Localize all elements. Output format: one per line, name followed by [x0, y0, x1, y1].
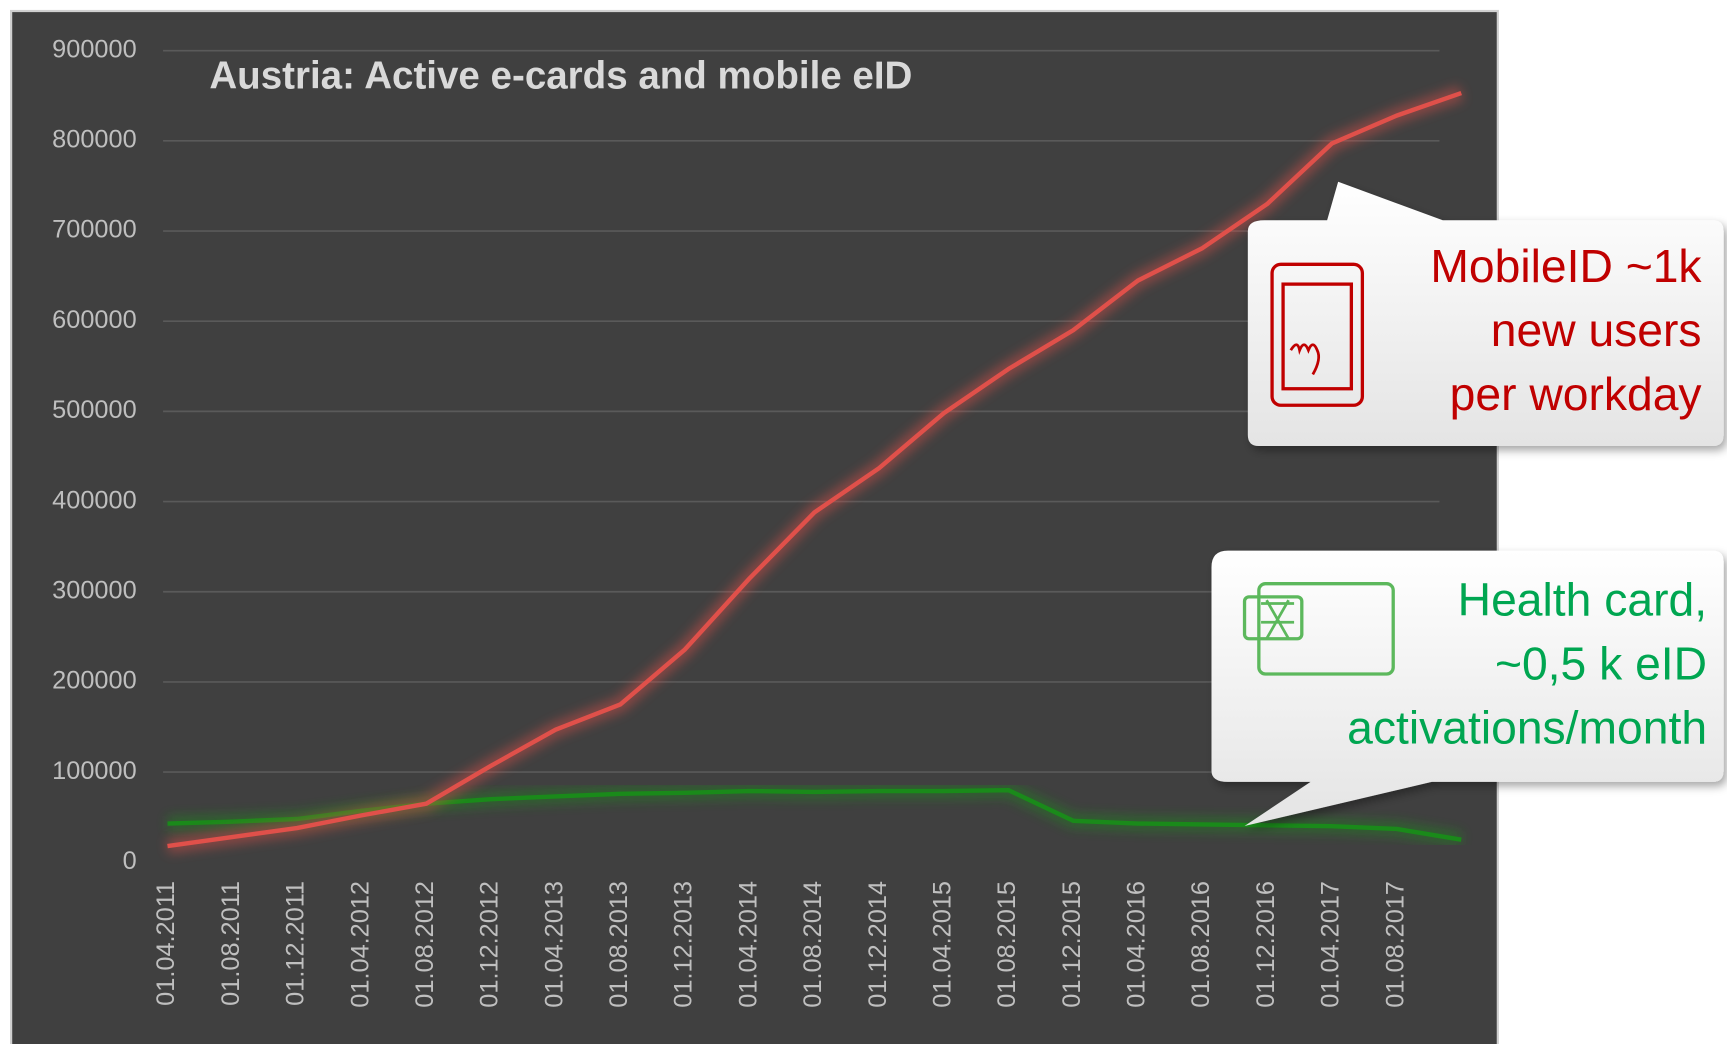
- plot-background: [10, 9, 1499, 1044]
- series-line: [167, 90, 1462, 849]
- x-tick-label: 01.12.2016: [1252, 881, 1280, 1008]
- x-tick-label: 01.04.2016: [1123, 881, 1151, 1008]
- x-tick-label: 01.12.2015: [1058, 881, 1086, 1008]
- x-tick-label: 01.08.2012: [411, 881, 439, 1008]
- y-tick-label: 800000: [52, 126, 136, 154]
- y-tick-label: 100000: [52, 757, 136, 785]
- y-tick-label: 700000: [52, 216, 136, 244]
- annotation-text: new users: [1491, 304, 1702, 356]
- annotation-text: Health card,: [1458, 574, 1707, 626]
- x-tick-label: 01.08.2011: [217, 881, 245, 1006]
- y-tick-label: 400000: [52, 486, 136, 514]
- x-tick-label: 01.04.2012: [346, 881, 374, 1008]
- phone-icon: [1270, 262, 1365, 407]
- x-tick-label: 01.12.2014: [864, 881, 892, 1008]
- annotation-text: per workday: [1450, 368, 1703, 420]
- callout-health: [1211, 550, 1724, 826]
- x-tick-label: 01.04.2013: [540, 881, 568, 1008]
- callout-mobile: [1247, 181, 1724, 447]
- chart-title: Austria: Active e-cards and mobile eID: [209, 54, 912, 97]
- x-tick-label: 01.04.2011: [152, 881, 180, 1006]
- x-tick-label: 01.04.2014: [734, 881, 762, 1008]
- x-tick-label: 01.12.2013: [670, 881, 698, 1008]
- x-tick-label: 01.08.2013: [605, 881, 633, 1008]
- x-tick-label: 01.08.2015: [993, 881, 1021, 1008]
- x-tick-label: 01.08.2017: [1381, 881, 1409, 1008]
- x-tick-label: 01.08.2016: [1187, 881, 1215, 1008]
- y-tick-label: 500000: [52, 396, 136, 424]
- y-tick-label: 300000: [52, 576, 136, 604]
- y-tick-label: 900000: [52, 35, 136, 63]
- x-tick-label: 01.12.2012: [476, 881, 504, 1008]
- x-tick-label: 01.08.2014: [799, 881, 827, 1008]
- x-tick-label: 01.04.2017: [1317, 881, 1345, 1008]
- x-tick-label: 01.04.2015: [928, 881, 956, 1008]
- y-tick-label: 200000: [52, 667, 136, 695]
- card-icon: [1242, 582, 1395, 676]
- y-tick-label: 0: [123, 847, 137, 875]
- annotation-text: activations/month: [1347, 701, 1707, 753]
- annotation-text: MobileID ~1k: [1430, 240, 1702, 292]
- y-tick-label: 600000: [52, 306, 136, 334]
- annotation-text: ~0,5 k eID: [1495, 638, 1707, 690]
- x-tick-label: 01.12.2011: [282, 881, 310, 1006]
